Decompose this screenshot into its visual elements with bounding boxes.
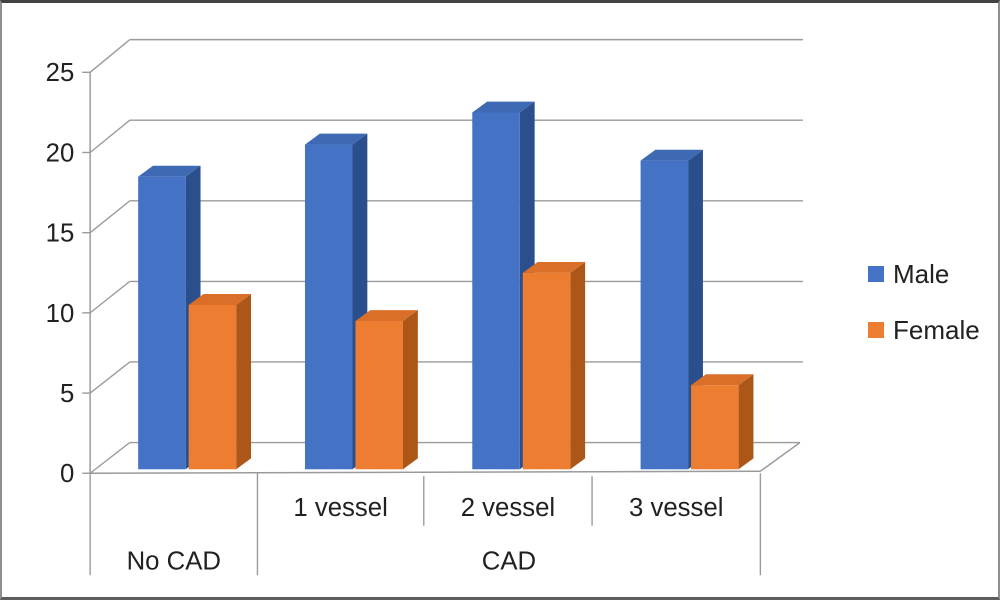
grid-line [89,361,131,394]
bar-front-face [691,385,739,470]
3d-column-chart: 0 5 10 15 20 25 1 vessel 2 vessel 3 vessel No CAD… [46,38,803,575]
legend-item-male[interactable]: Male [868,261,949,287]
bar-front-face [472,112,520,470]
grid-line [89,39,131,73]
bar-front-face [188,304,237,470]
bar-top-face [691,374,754,386]
y-axis-tick-label: 25 [46,59,75,87]
category-label-1-vessel: 1 vessel [293,494,387,522]
bar-side-face [570,261,586,470]
bar-side-face [236,294,252,470]
category-label-2-vessel: 2 vessel [461,494,555,522]
category-label-3-vessel: 3 vessel [629,494,723,522]
y-axis-tick-label: 10 [46,300,75,328]
y-axis-tick-label: 20 [46,139,75,167]
grid-line [89,442,131,474]
bar-top-face [522,261,586,273]
bar-side-face [402,310,418,470]
legend-label-female: Female [893,315,980,345]
category-axis: 1 vessel 2 vessel 3 vessel No CAD CAD [89,473,762,575]
legend-item-female[interactable]: Female [868,317,980,343]
bar-top-face [472,101,535,113]
grid-line [89,200,131,234]
bar-female-3-vessel[interactable] [691,374,754,470]
bar-front-face [138,176,186,470]
y-axis-tick-label: 15 [46,220,75,248]
bar-top-face [355,310,418,321]
grid-line [89,119,131,154]
axis-and-floor [89,72,801,475]
grid-line [90,470,761,475]
bar-front-face [640,160,689,470]
bar-top-face [188,294,252,305]
y-axis-tick-label: 5 [60,380,74,408]
female-series-swatch-icon [868,322,884,338]
bar-top-face [304,133,368,145]
grid-line [759,441,801,472]
bar-female-no-cad[interactable] [188,294,252,470]
bar-female-2-vessel[interactable] [522,261,586,470]
group-label-cad: CAD [482,547,536,575]
male-series-swatch-icon [868,266,884,282]
bar-top-face [138,165,201,177]
bar-female-1-vessel[interactable] [355,310,418,470]
grid-line [89,280,131,314]
bar-side-face [738,374,754,470]
bar-front-face [355,320,403,470]
bar-top-face [640,149,703,161]
y-axis-tick-label: 0 [60,460,74,488]
bar-front-face [522,272,571,470]
group-label-no-cad: No CAD [127,547,221,575]
legend-label-male: Male [893,259,950,289]
bar-front-face [304,144,353,470]
